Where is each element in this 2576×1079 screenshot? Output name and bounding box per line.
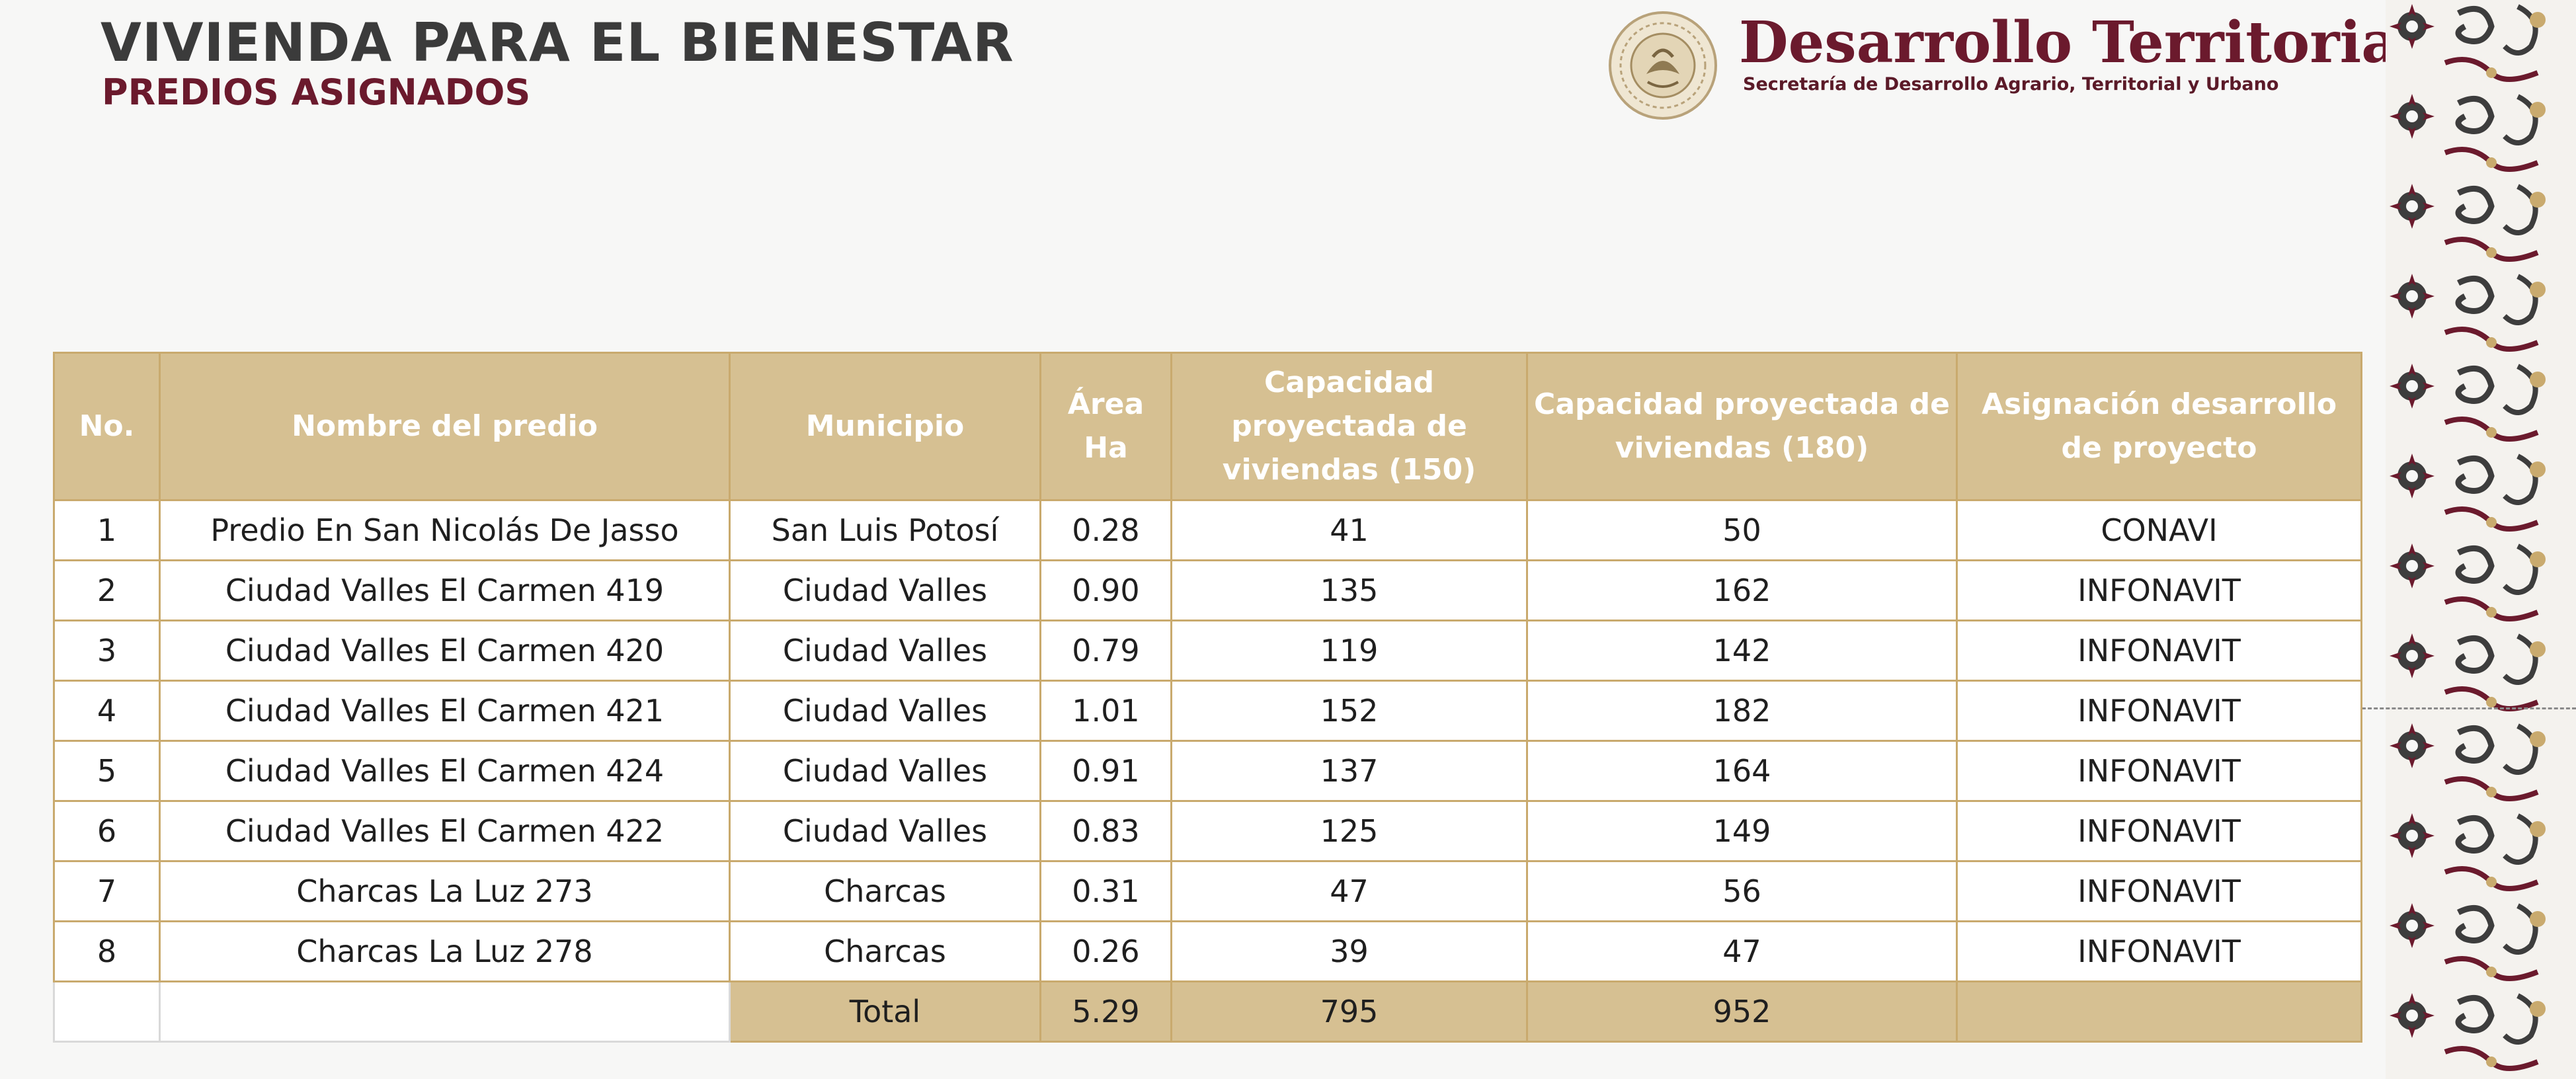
header-municipio: Municipio xyxy=(729,352,1041,501)
cell-no: 2 xyxy=(53,559,161,621)
total-asignacion-empty xyxy=(1956,980,2362,1043)
cell-no: 8 xyxy=(53,920,161,982)
brand-title: Desarrollo Territorial xyxy=(1739,9,2420,76)
cell-nombre: Ciudad Valles El Carmen 424 xyxy=(159,740,731,802)
page-subtitle: PREDIOS ASIGNADOS xyxy=(102,71,531,113)
cell-cap150: 125 xyxy=(1170,800,1528,862)
cell-area: 0.91 xyxy=(1039,740,1172,802)
cell-no: 7 xyxy=(53,860,161,922)
cell-area: 0.90 xyxy=(1039,559,1172,621)
cell-asignacion: INFONAVIT xyxy=(1956,740,2362,802)
cell-area: 0.79 xyxy=(1039,619,1172,682)
header-area: Área Ha xyxy=(1039,352,1172,501)
cell-nombre: Ciudad Valles El Carmen 420 xyxy=(159,619,731,682)
header-no: No. xyxy=(53,352,161,501)
cell-municipio: Ciudad Valles xyxy=(729,800,1041,862)
cell-asignacion: INFONAVIT xyxy=(1956,920,2362,982)
cell-nombre: Ciudad Valles El Carmen 422 xyxy=(159,800,731,862)
cell-cap180: 142 xyxy=(1526,619,1958,682)
cell-cap150: 135 xyxy=(1170,559,1528,621)
cell-municipio: Ciudad Valles xyxy=(729,559,1041,621)
table-row: 3 Ciudad Valles El Carmen 420 Ciudad Val… xyxy=(53,619,2362,682)
table-row: 6 Ciudad Valles El Carmen 422 Ciudad Val… xyxy=(53,800,2362,862)
table-row: 7 Charcas La Luz 273 Charcas 0.31 47 56 … xyxy=(53,860,2362,922)
total-area: 5.29 xyxy=(1039,980,1172,1043)
cell-area: 0.83 xyxy=(1039,800,1172,862)
cell-area: 0.26 xyxy=(1039,920,1172,982)
cell-cap180: 182 xyxy=(1526,680,1958,742)
cell-asignacion: INFONAVIT xyxy=(1956,860,2362,922)
cell-asignacion: INFONAVIT xyxy=(1956,559,2362,621)
cell-asignacion: INFONAVIT xyxy=(1956,619,2362,682)
cell-cap150: 39 xyxy=(1170,920,1528,982)
total-blank-nombre xyxy=(159,980,731,1043)
cell-cap150: 41 xyxy=(1170,499,1528,561)
cell-area: 0.31 xyxy=(1039,860,1172,922)
cell-nombre: Predio En San Nicolás De Jasso xyxy=(159,499,731,561)
cell-no: 3 xyxy=(53,619,161,682)
cell-area: 0.28 xyxy=(1039,499,1172,561)
dashed-divider xyxy=(2362,707,2576,709)
cell-cap180: 162 xyxy=(1526,559,1958,621)
header-capacidad-150: Capacidad proyectada de viviendas (150) xyxy=(1170,352,1528,501)
table-row: 2 Ciudad Valles El Carmen 419 Ciudad Val… xyxy=(53,559,2362,621)
cell-municipio: Charcas xyxy=(729,920,1041,982)
table-header-row: No. Nombre del predio Municipio Área Ha … xyxy=(53,352,2362,501)
total-blank-no xyxy=(53,980,161,1043)
table-row: 5 Ciudad Valles El Carmen 424 Ciudad Val… xyxy=(53,740,2362,802)
cell-cap180: 47 xyxy=(1526,920,1958,982)
cell-municipio: Ciudad Valles xyxy=(729,619,1041,682)
cell-cap150: 137 xyxy=(1170,740,1528,802)
cell-nombre: Charcas La Luz 278 xyxy=(159,920,731,982)
cell-municipio: Charcas xyxy=(729,860,1041,922)
cell-cap150: 47 xyxy=(1170,860,1528,922)
cell-area: 1.01 xyxy=(1039,680,1172,742)
cell-asignacion: INFONAVIT xyxy=(1956,680,2362,742)
cell-no: 4 xyxy=(53,680,161,742)
cell-municipio: Ciudad Valles xyxy=(729,680,1041,742)
table-row: 4 Ciudad Valles El Carmen 421 Ciudad Val… xyxy=(53,680,2362,742)
cell-cap150: 152 xyxy=(1170,680,1528,742)
cell-cap180: 149 xyxy=(1526,800,1958,862)
cell-cap150: 119 xyxy=(1170,619,1528,682)
cell-asignacion: CONAVI xyxy=(1956,499,2362,561)
table-row: 1 Predio En San Nicolás De Jasso San Lui… xyxy=(53,499,2362,561)
total-label: Total xyxy=(729,980,1041,1043)
header-capacidad-180: Capacidad proyectada de viviendas (180) xyxy=(1526,352,1958,501)
cell-cap180: 56 xyxy=(1526,860,1958,922)
cell-nombre: Ciudad Valles El Carmen 421 xyxy=(159,680,731,742)
brand-subtitle: Secretaría de Desarrollo Agrario, Territ… xyxy=(1743,74,2279,95)
table-total-row: Total 5.29 795 952 xyxy=(53,980,2362,1043)
cell-cap180: 50 xyxy=(1526,499,1958,561)
cell-no: 1 xyxy=(53,499,161,561)
cell-no: 5 xyxy=(53,740,161,802)
seal-icon xyxy=(1609,11,1717,120)
cell-nombre: Ciudad Valles El Carmen 419 xyxy=(159,559,731,621)
total-cap150: 795 xyxy=(1170,980,1528,1043)
cell-nombre: Charcas La Luz 273 xyxy=(159,860,731,922)
cell-cap180: 164 xyxy=(1526,740,1958,802)
header-nombre-predio: Nombre del predio xyxy=(159,352,731,501)
page-title: VIVIENDA PARA EL BIENESTAR xyxy=(101,12,1014,73)
table-row: 8 Charcas La Luz 278 Charcas 0.26 39 47 … xyxy=(53,920,2362,982)
predios-table: No. Nombre del predio Municipio Área Ha … xyxy=(53,352,2362,1043)
cell-municipio: San Luis Potosí xyxy=(729,499,1041,561)
cell-municipio: Ciudad Valles xyxy=(729,740,1041,802)
header-asignacion: Asignación desarrollo de proyecto xyxy=(1956,352,2362,501)
total-cap180: 952 xyxy=(1526,980,1958,1043)
cell-asignacion: INFONAVIT xyxy=(1956,800,2362,862)
cell-no: 6 xyxy=(53,800,161,862)
floral-border-icon xyxy=(2386,0,2576,1079)
